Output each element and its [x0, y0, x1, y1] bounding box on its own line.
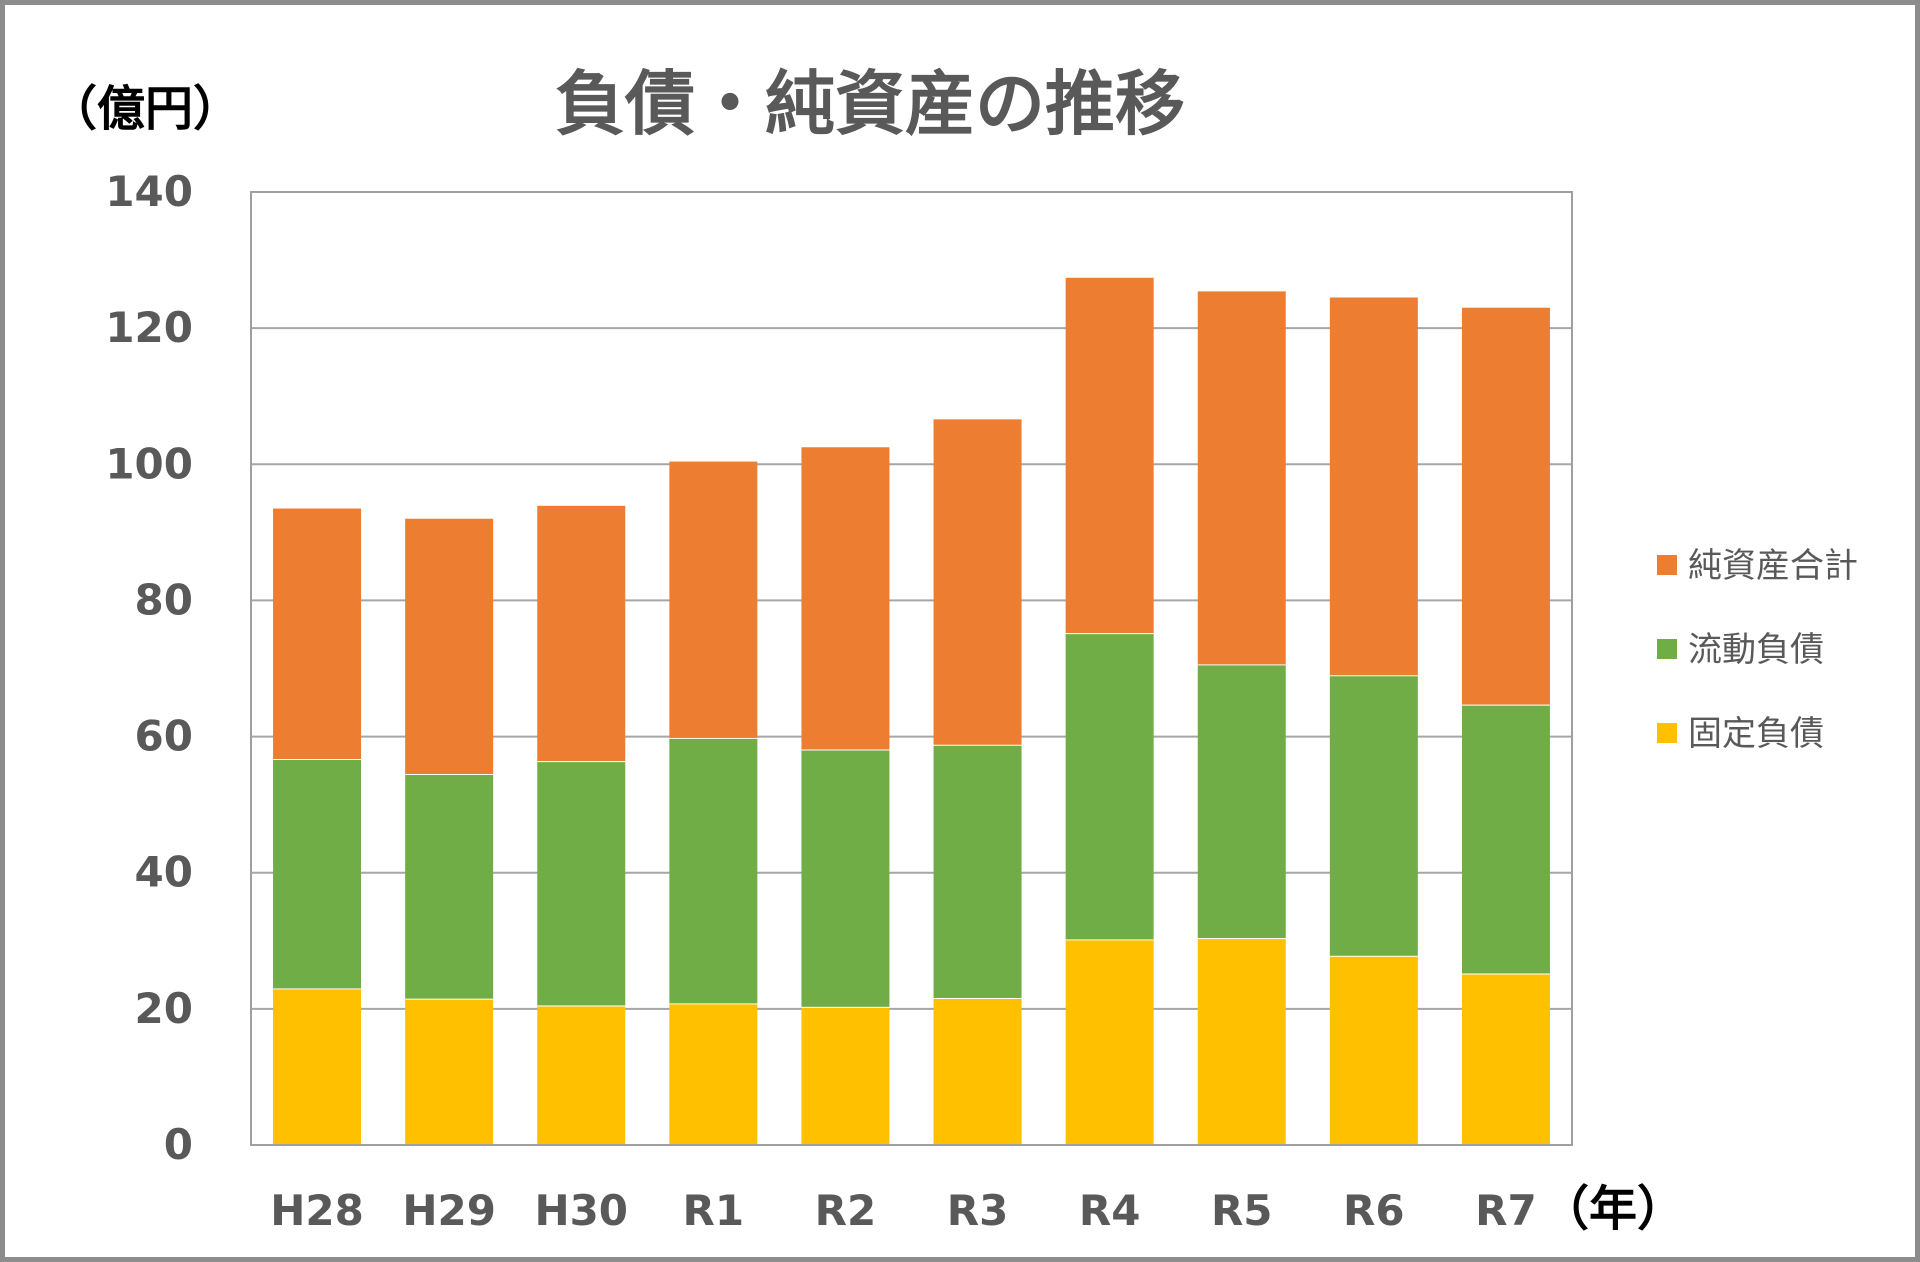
- legend-swatch: [1657, 723, 1677, 743]
- plot-area-border: [250, 191, 1573, 1146]
- bar-segment: [801, 447, 890, 750]
- x-tick-label: R3: [947, 1186, 1009, 1235]
- bar-segment: [405, 518, 494, 775]
- bar-segment: [273, 988, 362, 1145]
- bar-segment: [405, 998, 494, 1145]
- y-axis-ticks: 0 20 40 60 80 100 120 140: [105, 167, 193, 1169]
- x-tick-label: R1: [683, 1186, 745, 1235]
- legend-label: 流動負債: [1688, 630, 1824, 670]
- bar-segment: [273, 759, 362, 989]
- bar-segment: [1197, 664, 1286, 939]
- y-tick-label: 60: [135, 712, 193, 761]
- bar-segment: [1197, 291, 1286, 665]
- bar-segment: [933, 744, 1022, 998]
- y-tick-label: 40: [135, 848, 193, 897]
- x-tick-label: R5: [1211, 1186, 1273, 1235]
- bar-segment: [1197, 938, 1286, 1145]
- bar-segment: [1065, 277, 1154, 634]
- y-tick-label: 80: [135, 575, 193, 624]
- legend-swatch: [1657, 639, 1677, 659]
- bar-segment: [669, 737, 758, 1004]
- y-tick-label: 0: [164, 1120, 193, 1169]
- bar-segment: [801, 1006, 890, 1145]
- bar-segment: [537, 505, 626, 762]
- bar-segment: [669, 461, 758, 738]
- bar-segment: [537, 761, 626, 1006]
- x-tick-label: H30: [534, 1186, 628, 1235]
- chart-title: 負債・純資産の推移: [555, 63, 1185, 145]
- bar-segment: [405, 774, 494, 999]
- legend-swatch: [1657, 555, 1677, 575]
- y-axis-unit-label: （億円）: [49, 81, 241, 137]
- x-tick-label: R6: [1343, 1186, 1405, 1235]
- bar-segment: [801, 749, 890, 1007]
- bar-segment: [1065, 939, 1154, 1145]
- x-axis-unit-label: （年）: [1541, 1181, 1685, 1237]
- x-tick-label: R4: [1079, 1186, 1141, 1235]
- x-tick-label: H29: [402, 1186, 496, 1235]
- bar-segment: [273, 508, 362, 760]
- y-tick-label: 120: [105, 303, 193, 352]
- stacked-bar-chart: 負債・純資産の推移 （億円） （年） 0 20 40 60 80 100 120 140 H2…: [49, 63, 1858, 1237]
- bar-segment: [1329, 297, 1418, 676]
- bar-segment: [1461, 307, 1550, 705]
- legend-label: 純資産合計: [1688, 546, 1858, 586]
- bar-segment: [1329, 675, 1418, 956]
- x-tick-label: R7: [1475, 1186, 1537, 1235]
- y-tick-label: 140: [105, 167, 193, 216]
- bar-segment: [933, 997, 1022, 1145]
- bar-segment: [1329, 955, 1418, 1145]
- bar-segment: [933, 419, 1022, 745]
- bar-segment: [1461, 704, 1550, 974]
- bar-group: [273, 277, 1550, 1145]
- x-tick-label: R2: [815, 1186, 877, 1235]
- legend-label: 固定負債: [1688, 714, 1824, 754]
- y-tick-label: 20: [135, 984, 193, 1033]
- bar-segment: [1461, 973, 1550, 1145]
- bar-segment: [537, 1005, 626, 1145]
- x-tick-label: H28: [270, 1186, 364, 1235]
- y-tick-label: 100: [105, 439, 193, 488]
- x-axis-ticks: H28 H29 H30 R1 R2 R3 R4 R5 R6 R7: [270, 1186, 1536, 1235]
- bar-segment: [669, 1003, 758, 1145]
- bar-segment: [1065, 633, 1154, 940]
